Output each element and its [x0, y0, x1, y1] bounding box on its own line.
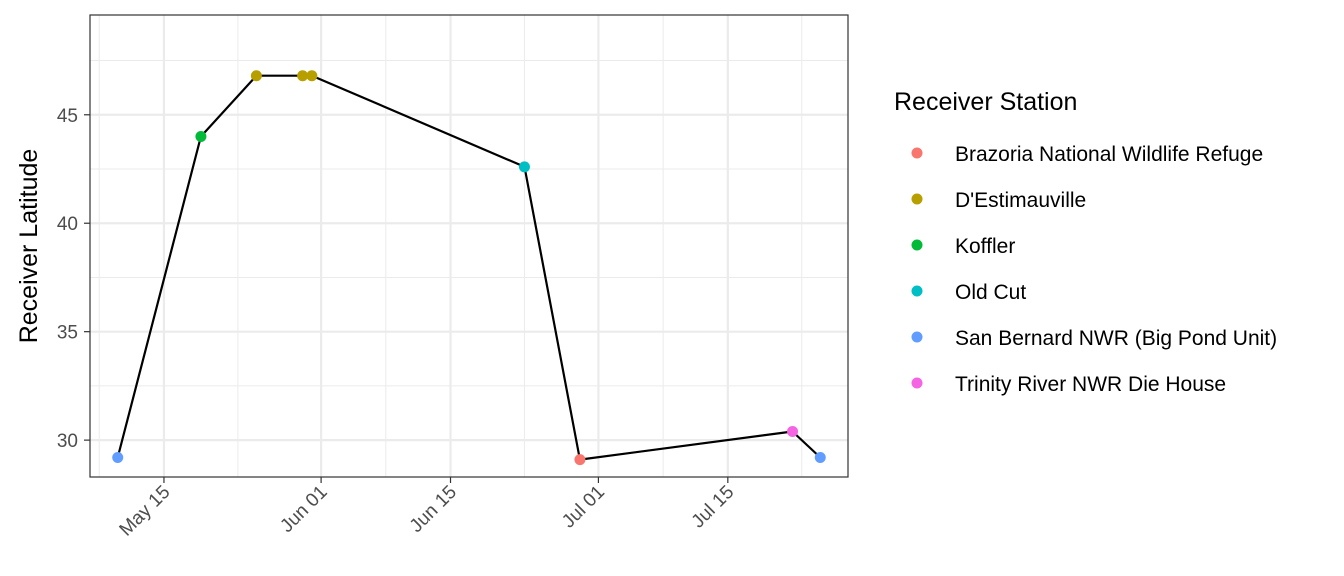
x-tick-label: Jul 01 [558, 482, 609, 533]
data-point [814, 451, 826, 463]
x-tick-label: Jun 15 [406, 482, 461, 537]
data-point [518, 161, 530, 173]
plot-panel [90, 15, 848, 477]
y-tick-label: 40 [57, 214, 78, 235]
legend-key [911, 147, 923, 159]
legend-key [911, 193, 923, 205]
y-tick-label: 45 [57, 106, 78, 127]
y-axis: 30 35 40 45 [57, 106, 90, 452]
minor-gridlines [90, 15, 848, 477]
y-tick-label: 35 [57, 323, 78, 344]
y-tick-label: 30 [57, 431, 78, 452]
legend-label: Old Cut [955, 281, 1026, 304]
plot-background [90, 15, 848, 477]
data-point [306, 70, 318, 82]
data-point [195, 130, 207, 142]
x-tick-label: Jun 01 [276, 482, 331, 537]
data-points [112, 70, 826, 466]
data-point [112, 451, 124, 463]
data-point [250, 70, 262, 82]
x-axis: May 15 Jun 01 Jun 15 Jul 01 Jul 15 [116, 477, 739, 541]
major-gridlines [90, 15, 848, 477]
x-tick-label: May 15 [116, 482, 175, 541]
legend-entries: Brazoria National Wildlife Refuge D'Estim… [911, 143, 1277, 396]
legend-key [911, 239, 923, 251]
legend-label: Koffler [955, 235, 1015, 258]
legend-key [911, 377, 923, 389]
data-point [297, 70, 309, 82]
x-tick-label: Jul 15 [688, 482, 739, 533]
legend-label: San Bernard NWR (Big Pond Unit) [955, 327, 1277, 350]
data-point [574, 454, 586, 466]
legend-label: D'Estimauville [955, 189, 1086, 212]
legend-title: Receiver Station [894, 88, 1077, 116]
legend: Receiver Station Brazoria National Wildl… [894, 88, 1277, 396]
legend-label: Trinity River NWR Die House [955, 373, 1226, 396]
legend-key [911, 285, 923, 297]
legend-key [911, 331, 923, 343]
y-axis-title: Receiver Latitude [15, 149, 43, 344]
data-point [787, 425, 799, 437]
legend-label: Brazoria National Wildlife Refuge [955, 143, 1263, 166]
plot-border [89, 14, 849, 478]
